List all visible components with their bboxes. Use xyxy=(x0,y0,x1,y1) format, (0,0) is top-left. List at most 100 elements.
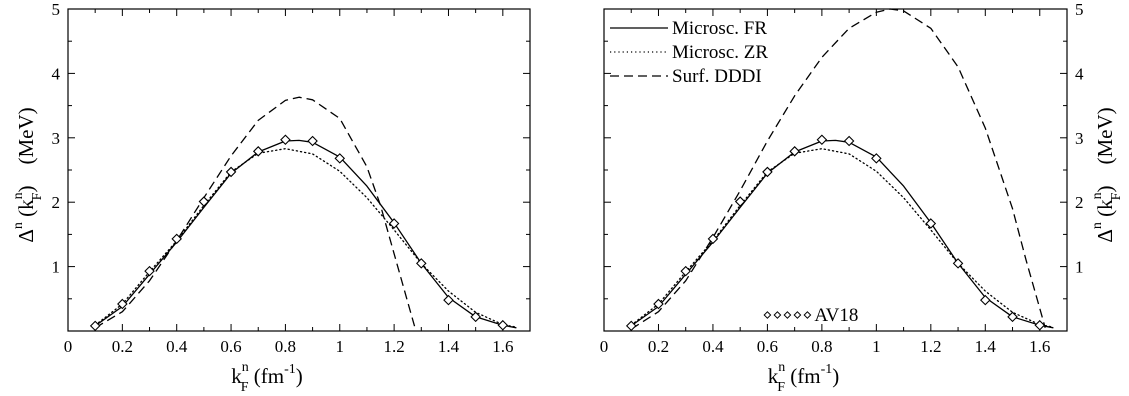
series-group xyxy=(94,96,518,331)
x-label-main: k xyxy=(231,364,242,388)
data-marker-diamond xyxy=(952,258,964,269)
y-label-main: Δ xyxy=(14,229,38,243)
data-marker-diamond xyxy=(171,233,182,245)
x-label-sup: n xyxy=(778,360,785,375)
legend-label: Microsc. ZR xyxy=(672,42,768,63)
y-label-unit: (MeV) xyxy=(1093,107,1117,185)
data-marker-diamond xyxy=(198,196,210,207)
data-marker-diamond xyxy=(789,146,800,157)
x-tick-label: 1.4 xyxy=(438,337,460,356)
y-axis-label: Δn (kn F) (MeV) xyxy=(1090,107,1124,242)
series-line-dotted xyxy=(94,148,518,328)
data-marker-diamond xyxy=(980,294,991,306)
y-tick-label: 3 xyxy=(1075,129,1084,148)
data-marker-diamond xyxy=(497,319,509,331)
legend-marker-label: AV18 xyxy=(814,305,858,326)
y-tick-label: 3 xyxy=(52,129,61,148)
x-label-unit: (fm xyxy=(249,364,285,388)
y-tick-label: 4 xyxy=(1075,64,1084,83)
y-label-close: ) xyxy=(1093,186,1117,193)
legend-marker-diamond xyxy=(783,311,792,319)
legend-marker-diamond xyxy=(793,311,802,319)
x-label-sup: n xyxy=(242,360,249,375)
x-tick-label: 1.6 xyxy=(1029,337,1050,356)
data-marker-diamond xyxy=(89,320,101,332)
x-tick-label: 1.4 xyxy=(975,337,997,356)
x-tick-label: 1.2 xyxy=(920,337,941,356)
y-label-open: (k xyxy=(14,199,38,222)
x-tick-label: 0.4 xyxy=(166,337,188,356)
legend-label: Surf. DDDI xyxy=(672,66,762,87)
data-marker-diamond xyxy=(252,146,264,157)
x-tick-label: 1.6 xyxy=(492,337,513,356)
x-tick-label: 0.4 xyxy=(702,337,724,356)
data-marker-diamond xyxy=(280,134,291,146)
data-marker-diamond xyxy=(625,320,637,332)
data-marker-diamond xyxy=(307,135,318,147)
x-label-main: k xyxy=(768,364,779,388)
x-tick-label: 0.6 xyxy=(220,337,241,356)
x-axis-label: kn F (fm-1) xyxy=(231,360,303,395)
x-label-unit-close: ) xyxy=(296,364,303,388)
data-marker-diamond xyxy=(144,265,155,277)
x-label-sub: F xyxy=(777,380,785,395)
series-line-dashed xyxy=(630,8,1046,330)
y-label-sup: n xyxy=(11,222,26,229)
data-marker-diamond xyxy=(707,233,719,245)
y-tick-label: 2 xyxy=(1075,193,1084,212)
y-tick-label: 1 xyxy=(52,258,61,277)
x-label-unit-exp: -1 xyxy=(821,362,833,377)
x-label-unit-exp: -1 xyxy=(284,362,296,377)
data-marker-diamond xyxy=(443,294,454,306)
y-tick-label: 5 xyxy=(1075,0,1084,19)
y-tick-label: 4 xyxy=(52,64,61,83)
y-label-main: Δ xyxy=(1093,229,1117,243)
y-axis-label: Δn (kn F) (MeV) xyxy=(11,107,45,242)
data-marker-diamond xyxy=(225,166,237,178)
x-tick-label: 0.8 xyxy=(811,337,832,356)
y-tick-label: 5 xyxy=(52,0,61,19)
x-tick-label: 0 xyxy=(64,337,73,356)
y-label-unit: (MeV) xyxy=(14,107,38,185)
y-tick-label: 2 xyxy=(52,193,61,212)
x-tick-label: 0.2 xyxy=(112,337,133,356)
x-label-unit: (fm xyxy=(785,364,821,388)
x-axis-label: kn F (fm-1) xyxy=(768,360,840,395)
y-label-sup2: n xyxy=(11,192,26,199)
data-marker-diamond xyxy=(653,298,664,310)
x-tick-label: 1 xyxy=(872,337,881,356)
data-marker-diamond xyxy=(117,298,128,310)
legend-marker-diamond xyxy=(773,311,782,319)
data-marker-diamond xyxy=(470,311,481,323)
y-label-close: ) xyxy=(14,186,38,193)
data-marker-diamond xyxy=(734,196,746,207)
data-marker-diamond xyxy=(871,153,882,164)
data-marker-diamond xyxy=(1007,311,1018,323)
legend-marker-diamond xyxy=(763,311,772,319)
x-tick-label: 1.2 xyxy=(383,337,404,356)
x-tick-label: 0.8 xyxy=(275,337,296,356)
x-label-sub: F xyxy=(241,380,249,395)
data-marker-diamond xyxy=(388,218,400,229)
data-marker-diamond xyxy=(925,218,937,229)
data-marker-diamond xyxy=(843,135,855,147)
x-tick-label: 0 xyxy=(600,337,609,356)
series-line-dashed xyxy=(94,96,417,331)
data-marker-diamond xyxy=(680,265,691,277)
data-marker-diamond xyxy=(1034,319,1046,331)
data-marker-diamond xyxy=(816,134,828,146)
plot-frame xyxy=(67,8,531,332)
y-label-sub: F xyxy=(30,192,45,200)
y-label-sub: F xyxy=(1109,192,1124,200)
series-line-dotted xyxy=(630,148,1055,328)
data-marker-diamond xyxy=(762,166,773,178)
y-label-sup2: n xyxy=(1090,192,1105,199)
data-marker-diamond xyxy=(334,153,346,164)
legend-marker-diamond xyxy=(803,311,812,319)
data-marker-diamond xyxy=(416,258,427,269)
y-label-open: (k xyxy=(1093,199,1117,222)
x-tick-label: 1 xyxy=(336,337,345,356)
x-tick-label: 0.2 xyxy=(648,337,669,356)
